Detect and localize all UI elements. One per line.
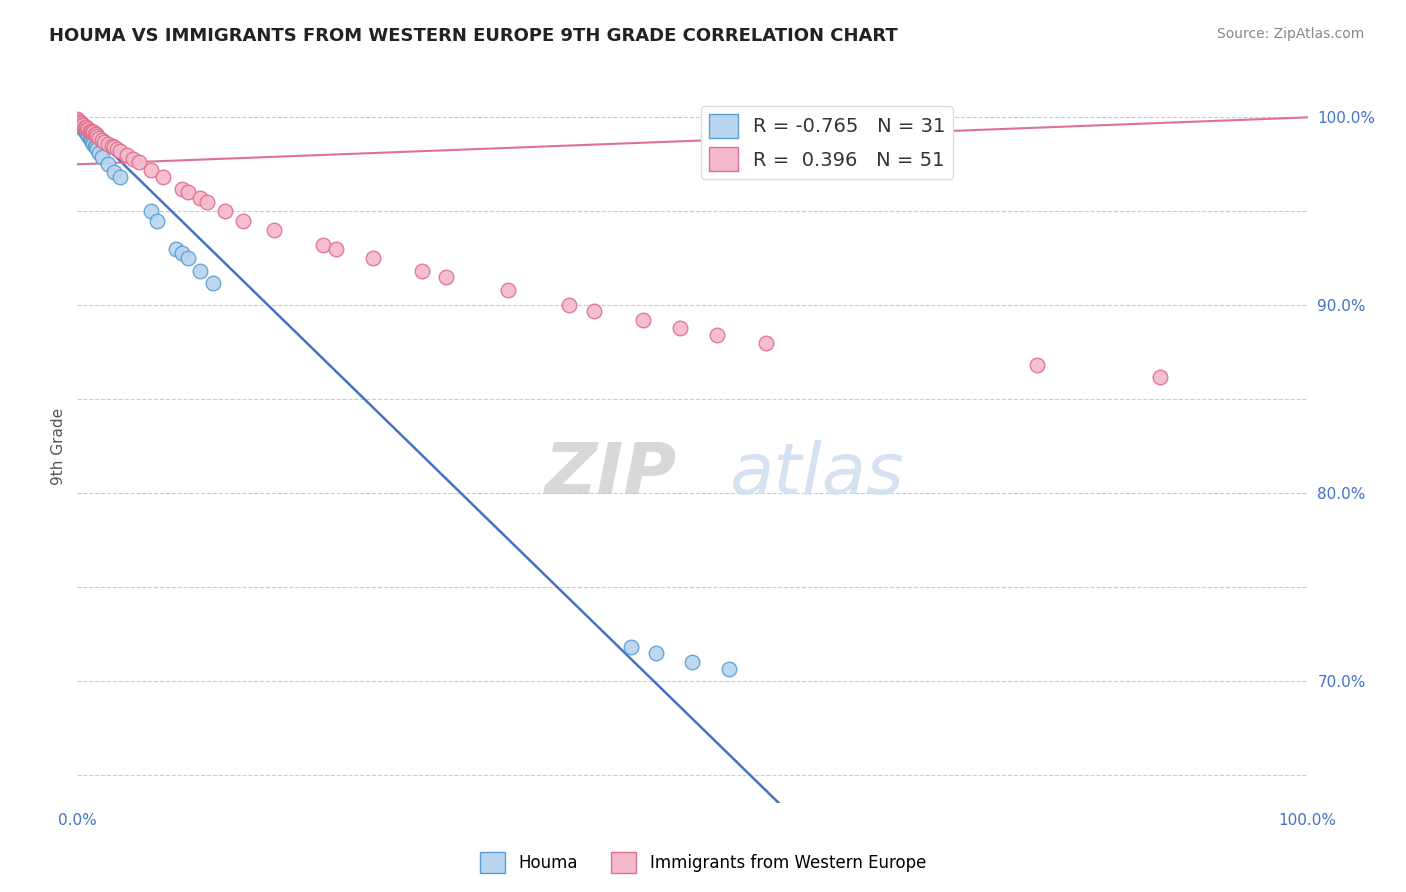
Point bbox=[70, 116, 93, 130]
Point bbox=[214, 204, 236, 219]
Legend: Houma, Immigrants from Western Europe: Houma, Immigrants from Western Europe bbox=[474, 846, 932, 880]
Point bbox=[77, 121, 100, 136]
Point bbox=[110, 170, 132, 185]
Point bbox=[80, 133, 103, 147]
Point bbox=[70, 120, 93, 134]
Point bbox=[84, 128, 107, 142]
Point bbox=[620, 640, 643, 654]
Point bbox=[110, 144, 132, 158]
Point bbox=[73, 120, 96, 134]
Point bbox=[170, 245, 193, 260]
Point bbox=[177, 251, 200, 265]
Point bbox=[70, 118, 93, 132]
Point bbox=[583, 303, 606, 318]
Point bbox=[141, 163, 163, 178]
Point bbox=[141, 204, 163, 219]
Point bbox=[232, 213, 254, 227]
Point bbox=[77, 129, 100, 144]
Point bbox=[170, 182, 193, 196]
Text: atlas: atlas bbox=[730, 440, 904, 509]
Text: ZIP: ZIP bbox=[546, 440, 678, 509]
Point bbox=[146, 213, 169, 227]
Point bbox=[82, 135, 104, 149]
Point bbox=[72, 118, 94, 132]
Point bbox=[411, 264, 433, 278]
Point bbox=[718, 663, 741, 677]
Point bbox=[75, 120, 97, 134]
Point bbox=[312, 238, 335, 252]
Point bbox=[84, 140, 107, 154]
Point bbox=[263, 223, 285, 237]
Point bbox=[103, 165, 125, 179]
Point bbox=[121, 152, 143, 166]
Point bbox=[67, 114, 90, 128]
Point bbox=[82, 136, 104, 151]
Point bbox=[89, 131, 111, 145]
Point bbox=[201, 276, 224, 290]
Point bbox=[69, 116, 91, 130]
Point bbox=[669, 320, 692, 334]
Point bbox=[361, 251, 384, 265]
Point bbox=[1149, 369, 1171, 384]
Point bbox=[82, 125, 104, 139]
Point bbox=[682, 655, 704, 669]
Point bbox=[496, 283, 519, 297]
Point bbox=[75, 125, 97, 139]
Point bbox=[115, 148, 138, 162]
Point bbox=[97, 136, 120, 151]
Point bbox=[69, 116, 91, 130]
Point bbox=[190, 191, 212, 205]
Point bbox=[72, 121, 94, 136]
Point bbox=[76, 128, 98, 142]
Point bbox=[93, 135, 115, 149]
Legend: R = -0.765   N = 31, R =  0.396   N = 51: R = -0.765 N = 31, R = 0.396 N = 51 bbox=[700, 106, 953, 178]
Y-axis label: 9th Grade: 9th Grade bbox=[51, 408, 66, 484]
Point bbox=[103, 140, 125, 154]
Point bbox=[79, 131, 101, 145]
Text: Source: ZipAtlas.com: Source: ZipAtlas.com bbox=[1216, 27, 1364, 41]
Point bbox=[97, 157, 120, 171]
Point bbox=[190, 264, 212, 278]
Point bbox=[1026, 358, 1049, 372]
Point bbox=[105, 142, 128, 156]
Point bbox=[83, 138, 105, 153]
Point bbox=[128, 155, 150, 169]
Point bbox=[165, 242, 187, 256]
Point bbox=[80, 123, 103, 137]
Point bbox=[706, 328, 728, 343]
Point bbox=[86, 142, 108, 156]
Point bbox=[89, 146, 111, 161]
Text: HOUMA VS IMMIGRANTS FROM WESTERN EUROPE 9TH GRADE CORRELATION CHART: HOUMA VS IMMIGRANTS FROM WESTERN EUROPE … bbox=[49, 27, 898, 45]
Point bbox=[101, 138, 124, 153]
Point bbox=[66, 112, 89, 127]
Point bbox=[90, 133, 114, 147]
Point bbox=[90, 150, 114, 164]
Point bbox=[86, 129, 108, 144]
Point bbox=[70, 118, 93, 132]
Point bbox=[79, 123, 101, 137]
Point bbox=[633, 313, 655, 327]
Point bbox=[82, 125, 104, 139]
Point bbox=[83, 128, 105, 142]
Point bbox=[195, 194, 218, 209]
Point bbox=[76, 121, 98, 136]
Point bbox=[558, 298, 581, 312]
Point bbox=[152, 170, 174, 185]
Point bbox=[436, 270, 458, 285]
Point bbox=[644, 646, 666, 660]
Point bbox=[177, 186, 200, 200]
Point bbox=[755, 335, 778, 350]
Point bbox=[325, 242, 347, 256]
Point bbox=[73, 123, 96, 137]
